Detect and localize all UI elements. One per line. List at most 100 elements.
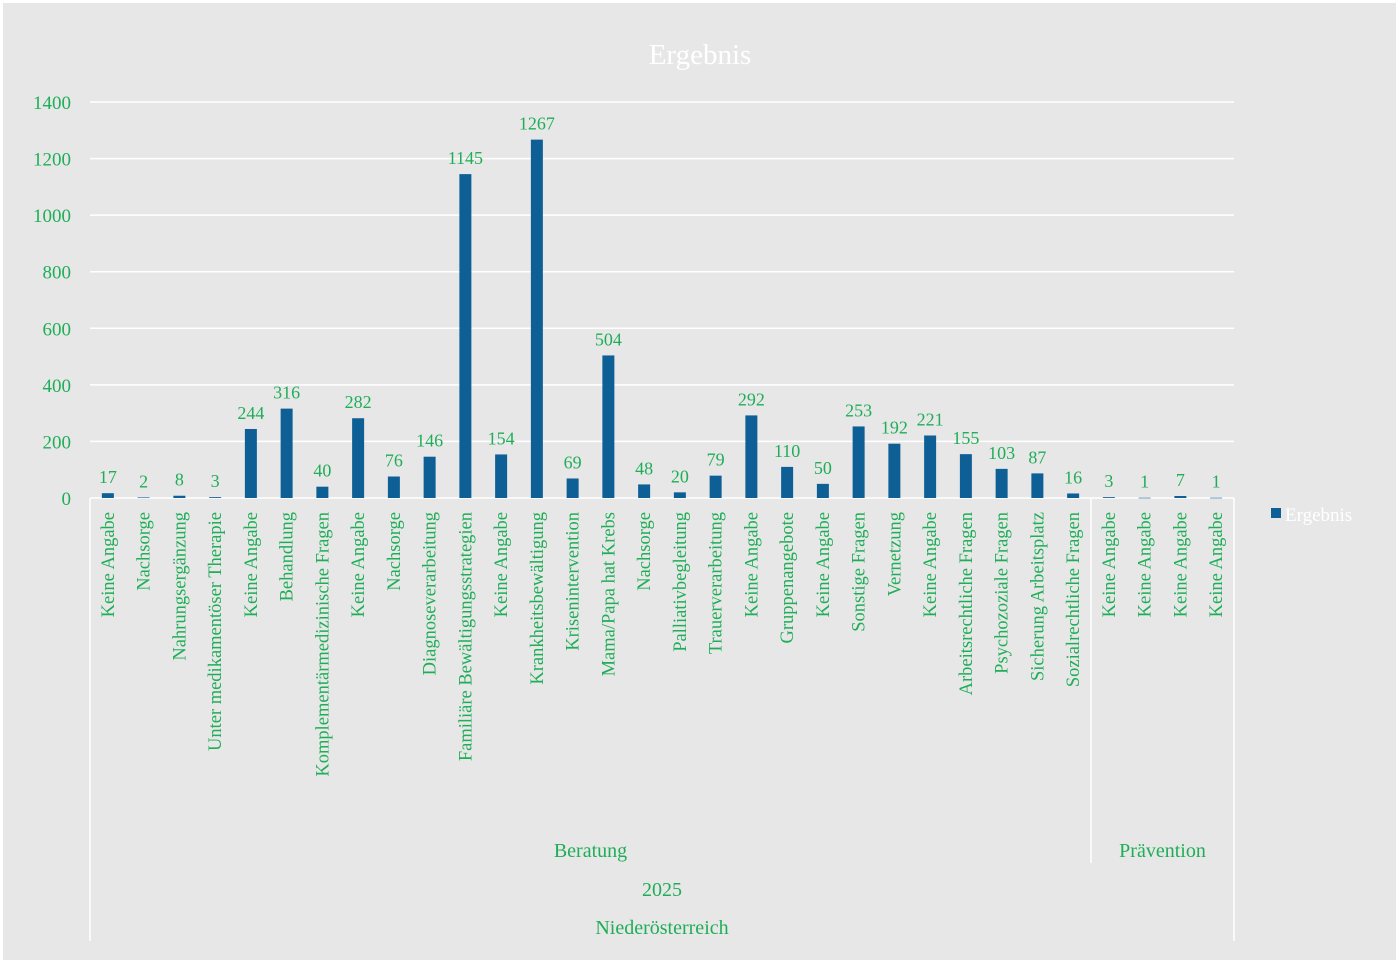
data-label: 69 xyxy=(564,452,582,472)
x-tick-label: Arbeitsrechtliche Fragen xyxy=(957,512,977,695)
x-tick-label: Komplementärmedizinische Fragen xyxy=(313,512,333,777)
y-tick-label: 1000 xyxy=(33,206,71,227)
bar xyxy=(709,475,722,498)
bar xyxy=(638,484,651,498)
x-tick-label: Nachsorge xyxy=(135,512,155,591)
x-tick-label: Krankheitsbewältigung xyxy=(528,512,548,685)
data-label: 292 xyxy=(738,389,765,409)
bar xyxy=(995,468,1008,498)
bar xyxy=(459,174,472,498)
x-tick-label: Nachsorge xyxy=(385,512,405,591)
y-tick-label: 0 xyxy=(62,489,72,510)
x-tick-label: Vernetzung xyxy=(885,512,905,596)
bar xyxy=(745,415,758,498)
bar xyxy=(1210,497,1223,499)
bar xyxy=(602,355,615,498)
data-label: 155 xyxy=(952,428,979,448)
bar xyxy=(209,497,222,498)
data-label: 221 xyxy=(917,409,944,429)
data-label: 1 xyxy=(1212,472,1221,492)
x-tick-label: Sicherung Arbeitsplatz xyxy=(1028,512,1048,681)
x-tick-label: Keine Angabe xyxy=(1207,512,1227,617)
y-tick-label: 1400 xyxy=(33,93,71,114)
x-tick-label: Nachsorge xyxy=(635,512,655,591)
x-tick-label: Keine Angabe xyxy=(242,512,262,617)
data-label: 244 xyxy=(237,403,264,423)
bar xyxy=(101,493,114,498)
bar xyxy=(888,443,901,498)
year-group-label: 2025 xyxy=(642,879,682,901)
bar xyxy=(852,426,865,498)
data-label: 282 xyxy=(345,392,372,412)
x-tick-label: Krisenintervention xyxy=(564,512,584,651)
bar xyxy=(1067,493,1080,498)
x-tick-label: Psychozoziale Fragen xyxy=(993,512,1013,674)
bar xyxy=(530,139,543,498)
bar xyxy=(173,495,186,498)
bar xyxy=(673,492,686,498)
data-label: 50 xyxy=(814,458,832,478)
data-label: 2 xyxy=(139,471,148,491)
data-label: 8 xyxy=(175,470,184,490)
data-label: 79 xyxy=(707,450,725,470)
bar xyxy=(781,466,794,498)
bar xyxy=(1102,497,1115,498)
bar xyxy=(1174,496,1187,498)
data-label: 1145 xyxy=(448,148,483,168)
x-tick-label: Keine Angabe xyxy=(1136,512,1156,617)
x-tick-label: Keine Angabe xyxy=(921,512,941,617)
legend: Ergebnis xyxy=(1271,505,1352,526)
x-tick-label: Keine Angabe xyxy=(814,512,834,617)
bar xyxy=(566,478,579,498)
chart-container: Ergebnis 0 200 400 600 800 1000 1200 1400 17 Kei… xyxy=(3,3,1396,960)
data-label: 504 xyxy=(595,329,622,349)
bar xyxy=(816,483,829,498)
x-tick-label: Keine Angabe xyxy=(742,512,762,617)
bar xyxy=(244,428,257,498)
x-tick-label: Unter medikamentöser Therapie xyxy=(206,512,226,751)
legend-label: Ergebnis xyxy=(1285,505,1352,526)
x-tick-label: Sozialrechtliche Fragen xyxy=(1064,512,1084,687)
x-tick-label: Keine Angabe xyxy=(349,512,369,617)
data-label: 316 xyxy=(273,383,300,403)
category-group-label: Prävention xyxy=(1119,840,1206,862)
y-tick-label: 400 xyxy=(43,376,72,397)
x-tick-label: Behandlung xyxy=(278,512,298,601)
chart-title: Ergebnis xyxy=(649,39,752,71)
data-label: 20 xyxy=(671,466,689,486)
x-tick-label: Mama/Papa hat Krebs xyxy=(599,512,619,676)
bar xyxy=(959,454,972,498)
x-tick-label: Gruppenangebote xyxy=(778,512,798,644)
data-label: 76 xyxy=(385,451,403,471)
data-label: 7 xyxy=(1176,470,1185,490)
data-label: 3 xyxy=(211,471,220,491)
data-label: 3 xyxy=(1104,471,1113,491)
y-tick-label: 800 xyxy=(43,263,72,284)
y-tick-label: 200 xyxy=(43,432,72,453)
x-tick-label: Keine Angabe xyxy=(99,512,119,617)
data-label: 17 xyxy=(99,467,117,487)
y-tick-label: 600 xyxy=(43,319,72,340)
x-tick-label: Keine Angabe xyxy=(1100,512,1120,617)
bar xyxy=(924,435,937,498)
data-label: 146 xyxy=(416,431,443,451)
data-label: 48 xyxy=(635,458,653,478)
data-label: 1 xyxy=(1140,472,1149,492)
bar xyxy=(352,418,365,498)
bar xyxy=(1138,497,1151,499)
x-tick-label: Familiäre Bewältigungsstrategien xyxy=(456,512,476,761)
bar xyxy=(495,454,508,498)
data-label: 110 xyxy=(774,441,800,461)
data-label: 40 xyxy=(313,461,331,481)
bar xyxy=(280,408,293,498)
data-label: 16 xyxy=(1064,467,1082,487)
y-tick-label: 1200 xyxy=(33,150,71,171)
x-tick-label: Sonstige Fragen xyxy=(850,512,870,632)
x-tick-label: Keine Angabe xyxy=(1171,512,1191,617)
x-tick-label: Diagnoseverarbeitung xyxy=(421,512,441,675)
bar xyxy=(316,486,329,498)
bar xyxy=(1031,473,1044,498)
bar xyxy=(387,476,400,498)
bar xyxy=(137,497,150,499)
